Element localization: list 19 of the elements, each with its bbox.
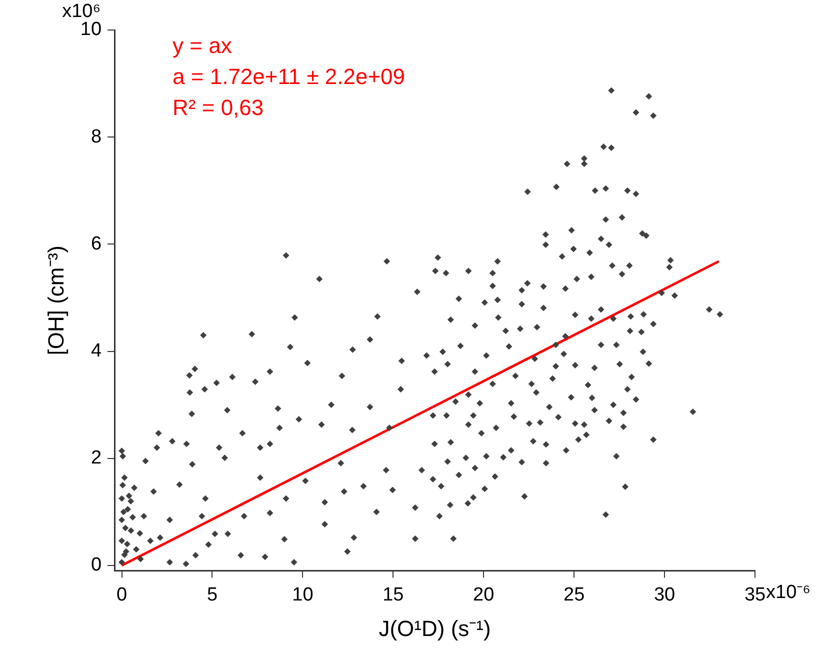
y-tick-label: 8 (90, 126, 102, 148)
x-tick-label: 15 (382, 584, 404, 606)
annotation: R² = 0,63 (172, 95, 264, 120)
x-tick-label: 25 (564, 584, 585, 606)
x-tick-label: 35 (744, 584, 766, 606)
x-tick-label: 30 (654, 584, 676, 606)
x-tick-label: 10 (292, 584, 314, 606)
y-axis-title: [OH] (cm⁻³) (43, 246, 68, 356)
x-tick-label: 5 (206, 584, 218, 606)
text: x10⁻⁶ (766, 582, 810, 604)
y-tick-label: 0 (90, 554, 102, 576)
annotation: a = 1.72e+11 ± 2.2e+09 (172, 64, 406, 90)
y-tick-label: 2 (90, 448, 102, 469)
y-tick-label: 6 (90, 233, 102, 254)
y-tick-label: 4 (90, 340, 102, 362)
x-tick-label: 0 (116, 584, 128, 606)
x-tick-label: 20 (473, 584, 494, 606)
annotation: y = ax (172, 33, 232, 58)
x-axis-title: J(O¹D) (s⁻¹) (378, 616, 491, 641)
